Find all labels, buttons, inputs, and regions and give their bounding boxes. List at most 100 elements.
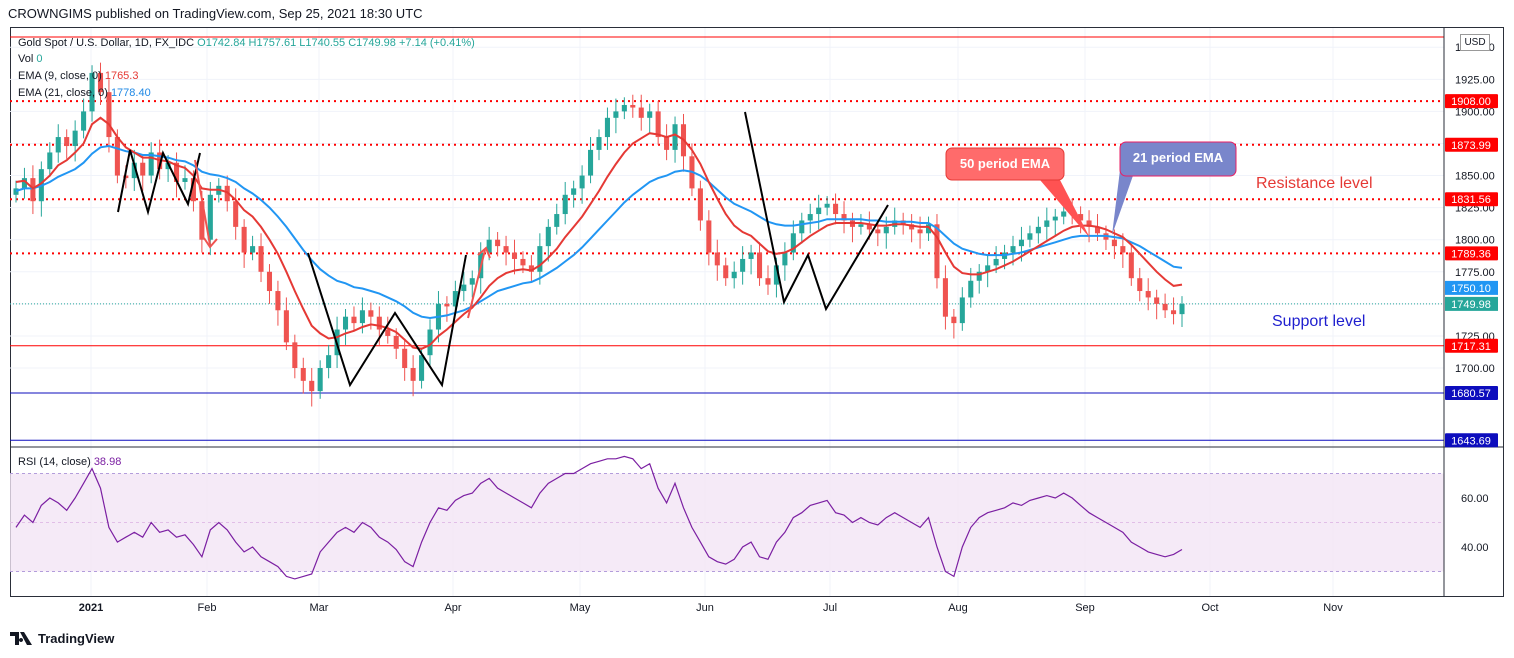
candle-body — [883, 226, 889, 234]
candle-body — [292, 342, 298, 369]
candle-body — [790, 233, 796, 253]
legend-symbol: Gold Spot / U.S. Dollar, 1D, FX_IDC — [18, 37, 195, 49]
candle-body — [773, 265, 779, 285]
candle-body — [816, 207, 822, 215]
time-tick-label: May — [570, 602, 591, 614]
rsi-line — [15, 455, 1183, 580]
candle-body — [917, 229, 923, 234]
candle-body — [385, 329, 391, 336]
candle-body — [731, 271, 737, 279]
price-level-tag — [1445, 192, 1498, 207]
candle-body — [1018, 239, 1024, 247]
price-level-tag-label: 1680.57 — [1451, 388, 1491, 400]
candle-body — [444, 303, 450, 307]
price-tick-label: 1775.00 — [1455, 267, 1495, 279]
pattern-line-double-bottom — [307, 252, 467, 388]
candle-body — [537, 246, 543, 272]
time-tick-label: Jun — [696, 602, 714, 614]
candle-body — [571, 188, 577, 195]
candle-body — [114, 137, 120, 176]
candle-body — [1052, 216, 1058, 221]
candle-body — [968, 280, 974, 298]
candle-body — [545, 226, 551, 247]
current-price-label: 1749.98 — [1451, 299, 1491, 311]
candle-body — [258, 246, 264, 272]
candle-body — [554, 214, 560, 227]
candle-body — [1010, 246, 1016, 253]
candle-body — [528, 265, 534, 272]
candle-body — [55, 137, 61, 153]
ema50-callout-pointer — [1040, 180, 1090, 238]
candle-body — [714, 252, 720, 266]
candle-body — [283, 310, 289, 343]
candle-body — [985, 265, 991, 272]
candle-body — [207, 194, 213, 240]
candle-body — [604, 117, 610, 138]
candle-body — [419, 355, 425, 381]
legend-ema21-value: 1778.40 — [110, 87, 151, 99]
candle-body — [1111, 239, 1117, 247]
price-level-tag-label: 1789.36 — [1451, 248, 1491, 260]
candle-body — [655, 111, 661, 138]
candle-body — [647, 111, 653, 118]
price-level-tag — [1445, 338, 1498, 353]
candle-body — [469, 278, 475, 285]
candle-body — [765, 278, 771, 285]
candle-body — [326, 355, 332, 369]
candle-body — [959, 297, 965, 324]
ema50-callout-box — [945, 147, 1065, 181]
tradingview-brand: TradingView — [38, 631, 115, 646]
candle-body — [579, 175, 585, 189]
pattern-line-w — [117, 149, 201, 216]
legend-ema21-label: EMA (21, close, 0) — [18, 87, 108, 99]
price-level-tag — [1445, 385, 1498, 400]
candle-body — [841, 214, 847, 221]
candle-body — [72, 130, 78, 147]
candle-body — [81, 111, 87, 131]
legend-symbol-row: Gold Spot / U.S. Dollar, 1D, FX_IDC O174… — [18, 37, 475, 49]
ema-value-tag — [1445, 280, 1498, 295]
publisher-line: CROWNGIMS published on TradingView.com, … — [8, 6, 423, 21]
candle-body — [148, 152, 154, 176]
ema-value-label: 1750.10 — [1451, 283, 1491, 295]
rsi-tick-label: 60.00 — [1461, 493, 1489, 505]
price-level-tag-label: 1717.31 — [1451, 341, 1491, 353]
ema21-callout-box — [1119, 141, 1237, 177]
legend-ema21-row: EMA (21, close, 0) 1778.40 — [18, 87, 151, 99]
candle-body — [511, 252, 518, 259]
candle-body — [13, 188, 19, 195]
candle-body — [359, 310, 365, 324]
candle-body — [740, 258, 746, 272]
arrow-down-head — [203, 237, 218, 249]
ema9-line — [15, 116, 1183, 350]
candle-body — [410, 368, 416, 381]
time-tick-label: Nov — [1323, 602, 1343, 614]
candle-body — [190, 178, 196, 202]
candle-body — [833, 203, 839, 215]
candle-body — [925, 224, 932, 234]
candle-body — [613, 111, 619, 118]
currency-button[interactable]: USD — [1460, 34, 1490, 51]
candle-body — [588, 149, 594, 176]
legend-vol-value: 0 — [36, 53, 43, 65]
candle-body — [638, 107, 644, 118]
candle-body — [1137, 278, 1143, 292]
candle-body — [1094, 226, 1101, 234]
legend-rsi-value: 38.98 — [93, 456, 122, 468]
candle-body — [1120, 246, 1126, 253]
support-label: Support level — [1272, 313, 1365, 330]
candle-body — [697, 188, 703, 221]
candle-body — [1179, 303, 1185, 315]
legend-rsi-label: RSI (14, close) — [18, 456, 91, 468]
ema50-callout-label: 50 period EMA — [960, 156, 1051, 171]
time-tick-label: Sep — [1075, 602, 1095, 614]
candle-body — [1035, 226, 1041, 234]
time-tick-label: Mar — [310, 602, 329, 614]
candle-body — [934, 224, 940, 279]
time-tick-label: 2021 — [79, 602, 103, 614]
tradingview-footer: TradingView — [10, 631, 114, 646]
candle-body — [1145, 291, 1151, 298]
candle-body — [562, 194, 568, 215]
candle-body — [140, 162, 146, 176]
